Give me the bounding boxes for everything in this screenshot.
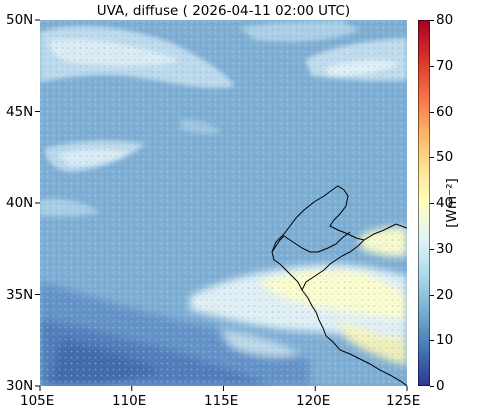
lat-tick-50N: 50N <box>6 12 34 28</box>
colorbar-tick-mark <box>430 111 434 113</box>
colorbar-tick-mark <box>430 203 434 204</box>
colorbar-tick-mark <box>430 386 434 387</box>
colorbar-tick-label: 30 <box>436 240 454 257</box>
lat-tick-marks <box>35 19 40 387</box>
colorbar-label: [Wm⁻²] <box>444 178 460 228</box>
lon-tick-125E: 125E <box>386 393 421 409</box>
lon-tick-110E: 110E <box>112 393 147 409</box>
colorbar <box>418 20 430 386</box>
lon-tick-105E: 105E <box>20 393 55 409</box>
lon-tick-marks <box>39 386 408 391</box>
colorbar-tick-mark <box>430 20 434 21</box>
lat-tick-40N: 40N <box>6 195 34 211</box>
lat-tick-45N: 45N <box>6 104 34 120</box>
colorbar-tick-label: 60 <box>436 103 454 120</box>
map-title: UVA, diffuse ( 2026-04-11 02:00 UTC) <box>96 3 351 19</box>
colorbar-tick-mark <box>430 248 434 250</box>
colorbar-tick-label: 50 <box>436 149 454 166</box>
colorbar-tick-label: 0 <box>436 378 445 394</box>
colorbar-tick-mark <box>430 65 434 67</box>
colorbar-tick-mark <box>430 157 434 159</box>
coastline-bay <box>271 185 365 291</box>
colorbar-tick-label: 80 <box>436 12 454 28</box>
lon-tick-115E: 115E <box>204 393 239 409</box>
map-plot <box>40 20 407 386</box>
colorbar-tick-label: 70 <box>436 57 454 74</box>
coastline <box>301 223 407 386</box>
lat-tick-30N: 30N <box>6 378 34 394</box>
colorbar-tick-label: 10 <box>436 332 454 349</box>
lat-tick-35N: 35N <box>6 287 34 303</box>
lon-tick-120E: 120E <box>296 393 331 409</box>
colorbar-tick-mark <box>430 294 434 296</box>
colorbar-tick-label: 20 <box>436 286 454 303</box>
colorbar-tick-mark <box>430 340 434 342</box>
colorbar-tick-label: 40 <box>436 195 454 211</box>
coastline-peninsula <box>271 231 351 253</box>
